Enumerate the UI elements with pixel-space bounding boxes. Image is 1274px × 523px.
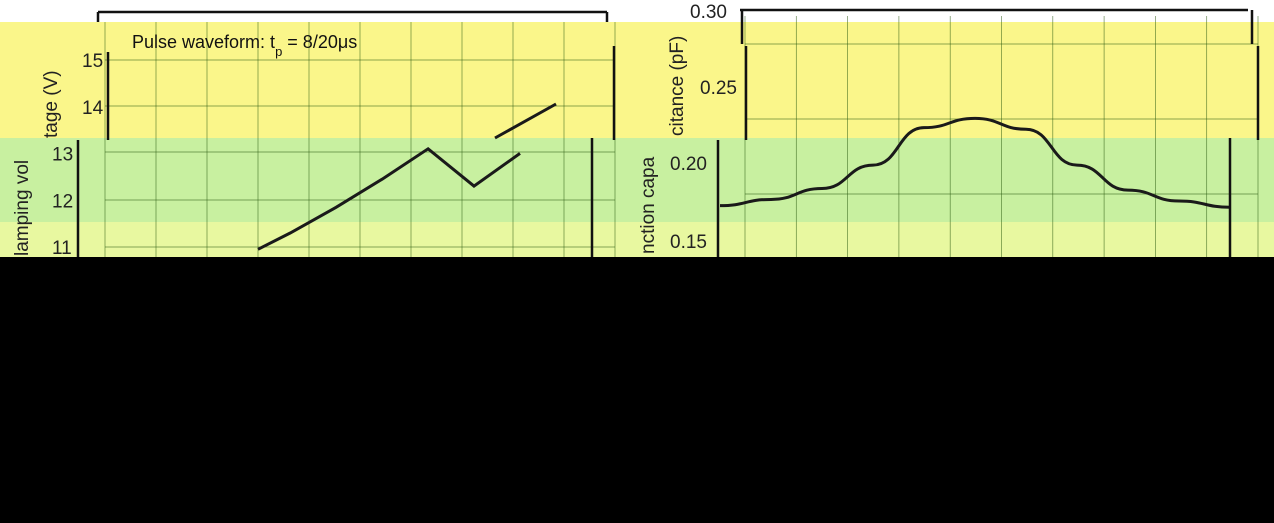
clamping-voltage-chart: 11 12 13 14 15 lamping vol tage (V) Pulse wa… — [12, 10, 616, 259]
pulse-waveform-annotation: Pulse waveform: tp = 8/20μs — [132, 32, 357, 59]
band-yellow — [0, 22, 1274, 140]
right-ytick-labels: 0.15 0.20 0.25 0.30 — [670, 2, 737, 253]
clamping-voltage-curve — [257, 102, 557, 251]
annotation-subscript: p — [275, 44, 282, 59]
junction-capacitance-curve — [719, 116, 1231, 209]
right-frame — [716, 8, 1260, 257]
clamping-voltage-ylabel-top: tage (V) — [41, 70, 62, 138]
left-ytick-label-0: 11 — [52, 238, 72, 259]
black-mask-region — [0, 257, 1274, 523]
left-ytick-label-3: 14 — [82, 98, 104, 119]
band-green — [0, 138, 1274, 226]
background-bands — [0, 22, 1274, 257]
left-ytick-label-1: 12 — [52, 191, 73, 212]
right-ytick-label-2: 0.25 — [700, 78, 737, 99]
left-ytick-labels: 11 12 13 14 15 — [52, 51, 104, 259]
left-ytick-label-4: 15 — [82, 51, 103, 72]
left-grid — [104, 22, 616, 257]
band-strip — [0, 222, 1274, 257]
left-ytick-label-2: 13 — [52, 145, 73, 166]
right-ytick-label-1: 0.20 — [670, 154, 707, 175]
right-ytick-label-3: 0.30 — [690, 2, 727, 23]
junction-capacitance-ylabel-top: citance (pF) — [667, 36, 688, 136]
clamping-voltage-ylabel: lamping vol — [12, 160, 33, 256]
right-ytick-label-0: 0.15 — [670, 232, 707, 253]
junction-capacitance-ylabel: nction capa — [638, 156, 659, 254]
left-frame — [76, 10, 616, 257]
annotation-text: Pulse waveform: t — [132, 32, 275, 52]
annotation-tail: = 8/20μs — [282, 32, 357, 52]
junction-capacitance-chart: 0.15 0.20 0.25 0.30 nction capa citance (pF… — [638, 2, 1260, 273]
